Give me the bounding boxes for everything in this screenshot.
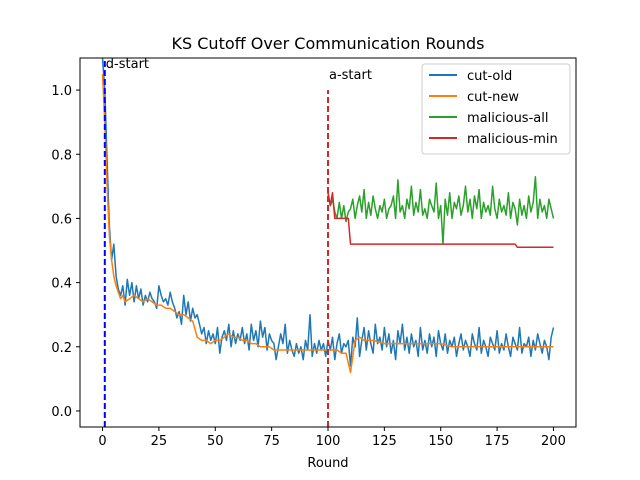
y-tick-label: 0.2	[51, 341, 72, 356]
series-line-malicious-all	[327, 175, 555, 245]
plot-area	[101, 58, 555, 427]
x-tick-label: 50	[207, 434, 224, 449]
x-axis-title: Round	[307, 456, 348, 471]
chart-title: KS Cutoff Over Communication Rounds	[172, 34, 485, 53]
y-tick-label: 0.6	[51, 212, 72, 227]
x-axis: 0 25 50 75 100 125 150 175 200	[98, 427, 566, 449]
y-tick-label: 0.4	[51, 277, 72, 292]
series-line-cut-new	[101, 73, 554, 374]
y-tick-label: 0.8	[51, 148, 72, 163]
legend-label-malicious-min: malicious-min	[467, 132, 558, 147]
legend-label-malicious-all: malicious-all	[467, 111, 548, 126]
x-tick-label: 75	[263, 434, 280, 449]
x-tick-label: 200	[541, 434, 566, 449]
x-tick-label: 25	[151, 434, 168, 449]
legend-label-cut-new: cut-new	[467, 90, 519, 105]
legend: cut-old cut-new malicious-all malicious-min	[421, 63, 571, 155]
x-tick-label: 150	[428, 434, 453, 449]
x-tick-label: 175	[485, 434, 510, 449]
legend-label-cut-old: cut-old	[467, 69, 512, 84]
vline-label-a-start: a-start	[329, 68, 372, 83]
series-line-malicious-min	[327, 192, 554, 249]
y-tick-label: 1.0	[51, 84, 72, 99]
x-tick-label: 125	[372, 434, 397, 449]
legend-box	[421, 63, 571, 155]
x-tick-label: 100	[316, 434, 341, 449]
vline-label-d-start: d-start	[106, 57, 149, 72]
y-axis: 0.0 0.2 0.4 0.6 0.8 1.0	[51, 84, 80, 420]
x-tick-label: 0	[98, 434, 106, 449]
y-tick-label: 0.0	[51, 405, 72, 420]
